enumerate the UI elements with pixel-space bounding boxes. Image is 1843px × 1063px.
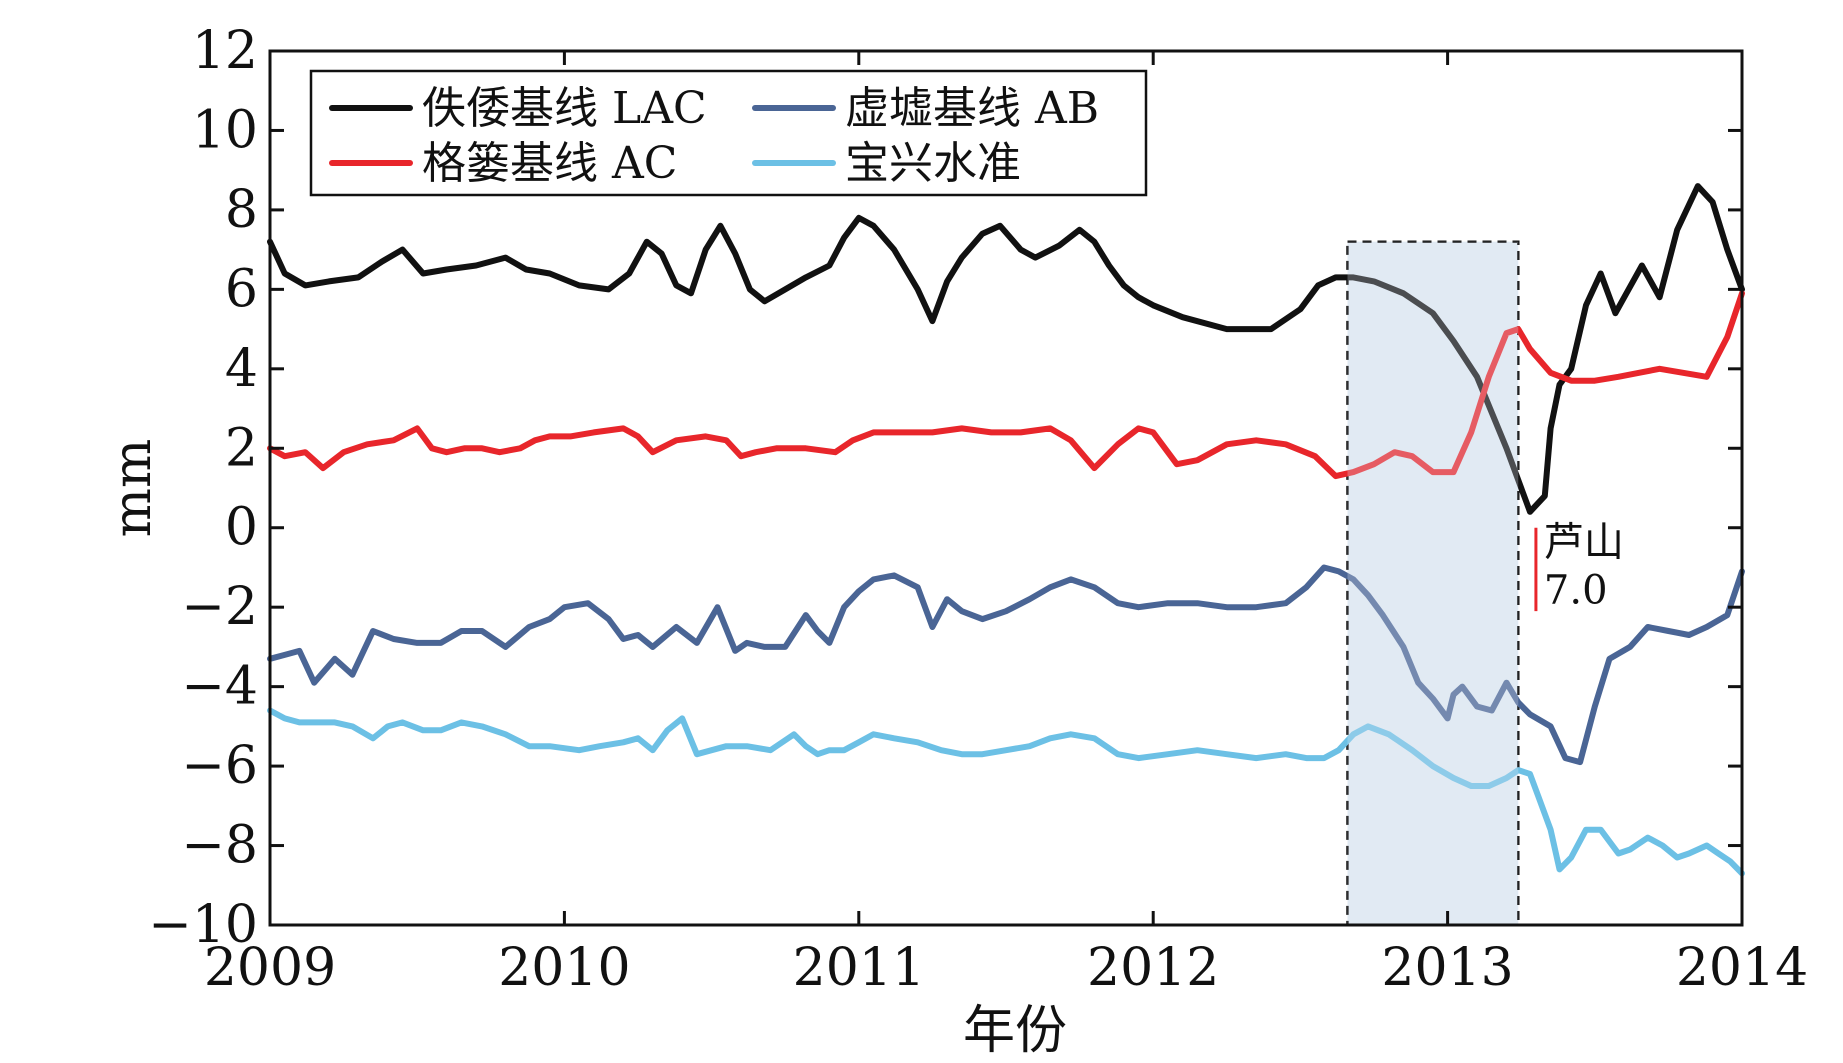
legend-box	[309, 69, 1148, 197]
plot-frame	[268, 49, 1744, 927]
y-tick-label: −2	[181, 577, 258, 637]
x-tick-label: 2012	[1087, 938, 1219, 998]
y-axis-title: mm	[103, 439, 163, 538]
series-line-2	[267, 290, 1745, 480]
y-tick-label: −10	[148, 895, 258, 955]
x-tick-label: 2009	[204, 938, 336, 998]
legend-label: 宝兴水准	[845, 138, 1021, 189]
x-tick-label: 2010	[498, 938, 630, 998]
legend-label: 格篓基线 AC	[422, 138, 677, 189]
y-tick-label: 6	[225, 259, 258, 319]
y-tick-label: −4	[181, 657, 258, 717]
series-line-4	[267, 707, 1745, 877]
legend-label: 虚墟基线 AB	[845, 83, 1099, 134]
y-tick-label: −6	[181, 736, 258, 796]
x-tick-label: 2011	[793, 938, 925, 998]
annotation-text: 芦山	[1544, 520, 1624, 566]
y-tick-label: −8	[181, 816, 258, 876]
highlight-overlay	[1347, 241, 1519, 925]
series-line-1	[267, 183, 1745, 515]
legend-label: 佚倭基线 LAC	[422, 83, 707, 134]
y-tick-label: 0	[225, 498, 258, 558]
y-tick-label: 12	[192, 21, 258, 81]
x-axis-title: 年份	[963, 1001, 1067, 1061]
x-tick-label: 2013	[1381, 938, 1513, 998]
y-tick-label: 4	[225, 339, 258, 399]
series-line-3	[267, 564, 1745, 766]
annotation-text: 7.0	[1544, 568, 1608, 614]
y-tick-label: 2	[225, 418, 258, 478]
y-tick-label: 10	[192, 100, 258, 160]
x-tick-label: 2014	[1676, 938, 1808, 998]
y-tick-label: 8	[225, 180, 258, 240]
highlight-band	[1346, 240, 1520, 927]
